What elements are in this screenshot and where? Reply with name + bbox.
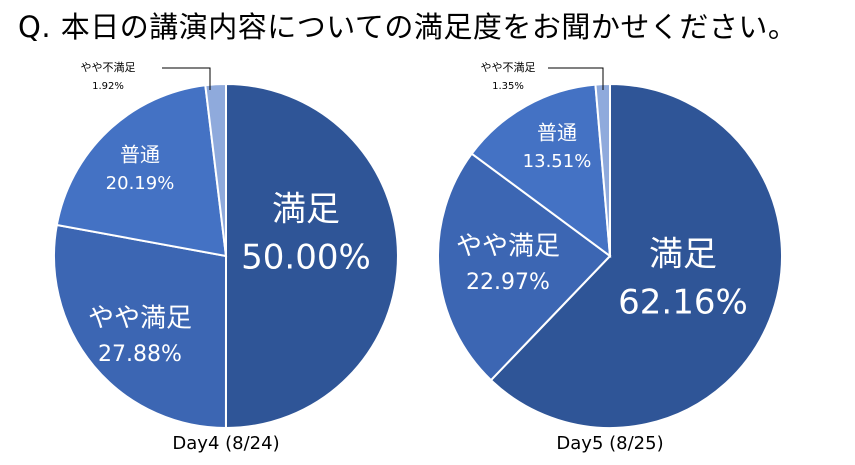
slice-label-somewhat-satisfied: やや満足 — [456, 232, 560, 262]
slice-label-somewhat-dissatisfied: やや不満足 — [481, 61, 536, 74]
pie-chart-day4: 満足 50.00% やや満足 27.88% 普通 20.19% やや不満足 1.92% Day4… — [53, 61, 399, 454]
pie-slice-satisfied — [489, 82, 783, 429]
slice-value-neutral: 20.19% — [106, 173, 175, 194]
slice-value-somewhat-dissatisfied: 1.92% — [92, 81, 124, 92]
slice-label-satisfied: 満足 — [272, 190, 340, 230]
pie-slice-neutral — [470, 83, 612, 259]
pie-chart-day5: 満足 62.16% やや満足 22.97% 普通 13.51% やや不満足 1.35% Day5… — [437, 61, 783, 454]
slice-label-somewhat-dissatisfied: やや不満足 — [81, 61, 136, 74]
pie-slice-neutral — [55, 84, 228, 258]
slice-label-neutral: 普通 — [120, 143, 160, 167]
page-title: Q. 本日の講演内容についての満足度をお聞かせください。 — [18, 10, 798, 44]
slice-value-satisfied: 50.00% — [241, 238, 371, 278]
pie-slice-somewhat-satisfied — [437, 152, 612, 382]
slice-label-satisfied: 満足 — [649, 235, 717, 275]
slice-value-neutral: 13.51% — [523, 151, 592, 172]
chart-caption: Day5 (8/25) — [556, 433, 663, 454]
pie-slice-somewhat-satisfied — [53, 223, 228, 430]
callout-leader-line — [162, 67, 211, 90]
slice-label-somewhat-satisfied: やや満足 — [88, 304, 192, 334]
pie-slice-somewhat-dissatisfied — [204, 82, 227, 257]
slice-value-somewhat-satisfied: 27.88% — [98, 342, 182, 367]
slice-value-somewhat-dissatisfied: 1.35% — [492, 81, 524, 92]
slice-label-neutral: 普通 — [537, 121, 577, 145]
slice-value-satisfied: 62.16% — [618, 283, 748, 323]
callout-leader-line — [548, 67, 604, 90]
slice-value-somewhat-satisfied: 22.97% — [466, 270, 550, 295]
chart-caption: Day4 (8/24) — [172, 433, 279, 454]
pie-slice-satisfied — [224, 82, 399, 430]
